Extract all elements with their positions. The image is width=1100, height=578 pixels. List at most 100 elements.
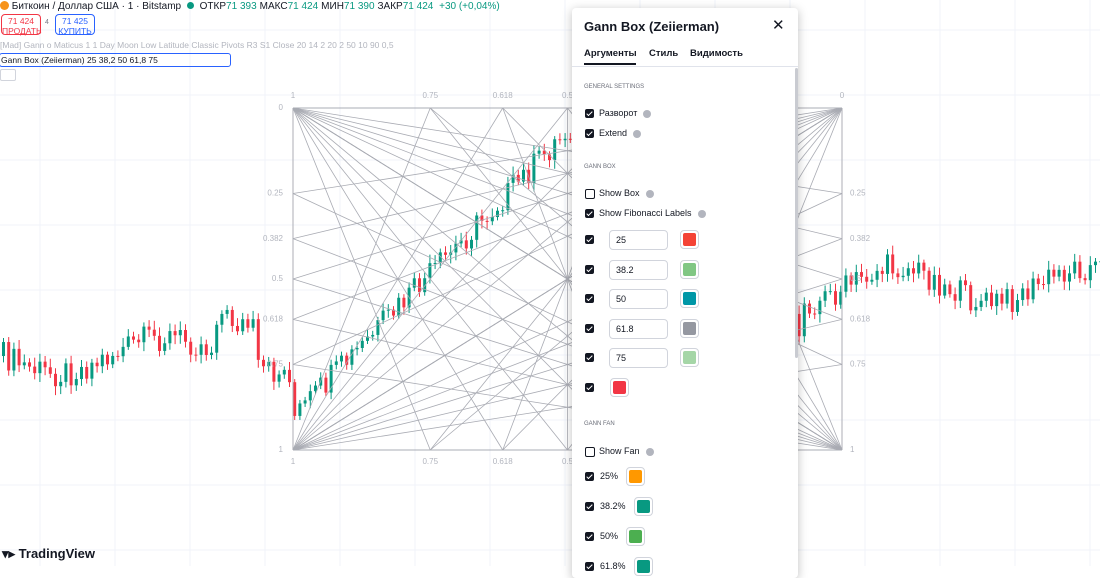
candle-body xyxy=(854,272,858,285)
logo-text: TradingView xyxy=(18,546,96,561)
scrollbar[interactable] xyxy=(795,68,798,358)
tab[interactable]: Видимость xyxy=(690,48,743,59)
swatch-color xyxy=(683,351,696,365)
sell-price: 71 424 xyxy=(8,16,34,26)
candle-body xyxy=(1042,284,1045,286)
info-icon[interactable] xyxy=(643,110,651,118)
ohlc-value: 71 424 xyxy=(402,1,434,12)
swatch-color xyxy=(637,500,650,513)
checkbox[interactable] xyxy=(585,209,594,218)
indicator-legend-selected[interactable]: Gann Box (Zeiierman) 25 38,2 50 61,8 75 xyxy=(0,53,231,67)
collapse-button[interactable] xyxy=(0,69,16,81)
level-input[interactable]: 61.8 xyxy=(609,318,668,339)
candle-body xyxy=(896,273,900,278)
change: +30 (+0,04%) xyxy=(439,1,500,12)
color-swatch[interactable] xyxy=(680,230,699,249)
checkbox[interactable] xyxy=(585,562,594,571)
candle-body xyxy=(875,270,879,280)
sell-button[interactable]: 71 424 ПРОДАТЬ xyxy=(1,14,42,36)
candle-body xyxy=(1021,288,1025,301)
candle-body xyxy=(823,291,827,301)
top-label: 0.618 xyxy=(493,91,514,100)
candle-body xyxy=(958,280,962,301)
candle-body xyxy=(277,374,281,382)
info-icon[interactable] xyxy=(698,210,706,218)
candle-body xyxy=(1010,289,1014,312)
color-swatch[interactable] xyxy=(634,557,653,576)
level-input[interactable]: 25 xyxy=(609,230,668,250)
color-swatch[interactable] xyxy=(610,378,629,397)
candle-body xyxy=(1073,261,1077,274)
candle-body xyxy=(345,355,349,365)
checkbox[interactable] xyxy=(585,235,594,244)
candle-body xyxy=(376,320,380,335)
swatch-color xyxy=(683,292,696,306)
candle-body xyxy=(366,336,369,341)
level-input[interactable]: 50 xyxy=(609,289,668,310)
candle-body xyxy=(17,348,21,366)
color-swatch[interactable] xyxy=(680,318,699,338)
checkbox[interactable] xyxy=(585,532,594,541)
divider xyxy=(572,66,798,67)
candle-body xyxy=(1078,261,1082,279)
candle-body xyxy=(360,340,364,348)
option-label: Extend xyxy=(599,128,628,138)
candle-body xyxy=(974,306,978,311)
checkbox[interactable] xyxy=(585,353,594,363)
color-swatch[interactable] xyxy=(626,467,645,486)
left-label: 0.382 xyxy=(263,234,284,243)
checkbox[interactable] xyxy=(585,502,594,511)
color-swatch[interactable] xyxy=(626,527,645,546)
candle-body xyxy=(1052,269,1056,277)
candle-body xyxy=(834,291,837,305)
candle-body xyxy=(537,150,541,154)
color-swatch[interactable] xyxy=(680,259,699,279)
close-button[interactable]: ✕ xyxy=(772,17,785,34)
bottom-label: 0.75 xyxy=(422,457,438,466)
candle-body xyxy=(340,355,343,362)
checkbox[interactable] xyxy=(585,472,594,481)
color-swatch[interactable] xyxy=(680,348,699,368)
color-swatch[interactable] xyxy=(680,289,699,309)
gann-line xyxy=(292,107,568,451)
candle-body xyxy=(251,319,255,328)
candle-body xyxy=(22,362,26,366)
checkbox[interactable] xyxy=(585,109,594,118)
gann-line xyxy=(292,107,431,451)
buy-button[interactable]: 71 425 КУПИТЬ xyxy=(55,14,95,36)
candle-body xyxy=(215,324,219,353)
color-swatch[interactable] xyxy=(634,497,653,516)
fan-label: 50% xyxy=(600,531,619,541)
candle-body xyxy=(241,319,245,332)
candle-body xyxy=(548,154,551,161)
info-icon[interactable] xyxy=(646,448,654,456)
candle-body xyxy=(59,381,63,387)
checkbox[interactable] xyxy=(585,447,595,457)
candle-body xyxy=(1062,269,1066,282)
info-icon[interactable] xyxy=(633,130,641,138)
checkbox[interactable] xyxy=(585,129,594,138)
candle-body xyxy=(1088,265,1092,281)
candle-body xyxy=(106,354,109,365)
checkbox[interactable] xyxy=(585,323,594,333)
info-icon[interactable] xyxy=(646,190,654,198)
symbol[interactable]: Биткоин / Доллар США · 1 · Bitstamp xyxy=(11,1,182,12)
candle-body xyxy=(173,331,177,336)
checkbox[interactable] xyxy=(585,383,594,392)
candle-body xyxy=(964,280,967,286)
candle-body xyxy=(412,278,416,288)
candle-body xyxy=(979,300,983,307)
candle-body xyxy=(1057,269,1061,277)
indicator-legend[interactable]: [Mad] Gann o Maticus 1 1 Day Moon Low La… xyxy=(0,40,394,50)
checkbox[interactable] xyxy=(585,264,594,274)
level-input[interactable]: 38.2 xyxy=(609,259,668,280)
checkbox[interactable] xyxy=(585,189,595,199)
candle-body xyxy=(948,284,952,295)
candle-body xyxy=(1083,278,1087,281)
checkbox[interactable] xyxy=(585,294,594,304)
candle-body xyxy=(969,285,973,311)
candle-body xyxy=(329,364,333,393)
tab[interactable]: Стиль xyxy=(649,48,679,59)
level-input[interactable]: 75 xyxy=(609,348,668,369)
tab[interactable]: Аргументы xyxy=(584,48,637,59)
